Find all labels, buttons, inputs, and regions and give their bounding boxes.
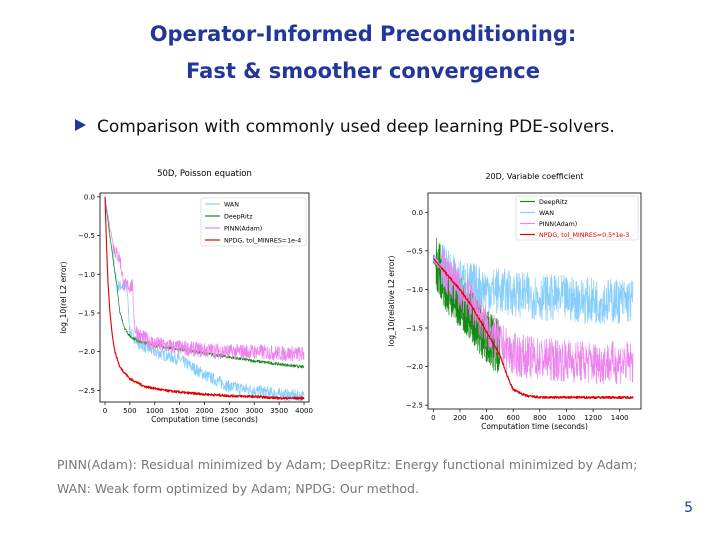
legend-label: NPDG, tol_MINRES=0.5*1e-3	[539, 232, 629, 239]
legend: DeepRitz WAN PINN(Adam) NPDG, tol_MINRES=0.…	[515, 195, 639, 241]
y-tick-label: −2.5	[78, 387, 95, 395]
chart-50d-poisson: 50D, Poisson equation 0 500 1000 1500 2000 250…	[59, 169, 313, 424]
series-line-npdg	[104, 196, 305, 400]
x-tick-label: 1200	[584, 414, 602, 422]
x-tick-label: 1000	[558, 414, 576, 422]
legend-box	[200, 197, 307, 247]
x-tick-label: 400	[480, 414, 493, 422]
plot-frame	[427, 192, 642, 410]
series-line-pinn	[433, 248, 634, 385]
y-tick-label: −0.5	[78, 232, 95, 240]
x-tick-label: 800	[533, 414, 546, 422]
chart-20d-variable-coefficient: 20D, Variable coefficient 0 200 400 600 800 10…	[387, 172, 642, 430]
bullet-item: Comparison with commonly used deep learn…	[75, 117, 615, 137]
y-tick-label: −1.5	[78, 309, 95, 317]
legend-label: PINN(Adam)	[539, 221, 577, 228]
y-axis-label: log_10(rel L2 error)	[59, 261, 68, 333]
legend-label: DeepRitz	[539, 199, 568, 206]
y-tick-label: −0.5	[406, 247, 423, 255]
x-tick-label: 4000	[295, 407, 313, 415]
legend-label: WAN	[224, 201, 239, 208]
triangle-bullet-icon	[75, 119, 86, 131]
x-tick-label: 1500	[171, 407, 189, 415]
y-tick-label: 0.0	[412, 209, 423, 217]
legend: WAN DeepRitz PINN(Adam) NPDG, tol_MINRES=1e…	[200, 197, 307, 247]
footnote-line1: PINN(Adam): Residual minimized by Adam; …	[57, 457, 638, 472]
x-tick-label: 2000	[196, 407, 214, 415]
slide-title-line2: Fast & smoother convergence	[186, 59, 540, 83]
bullet-text: Comparison with commonly used deep learn…	[97, 117, 615, 137]
x-tick-label: 0	[103, 407, 107, 415]
x-axis-label: Computation time (seconds)	[151, 415, 258, 424]
page-number: 5	[684, 500, 693, 516]
y-tick-label: −2.0	[78, 348, 95, 356]
x-tick-label: 1000	[146, 407, 164, 415]
y-tick-label: −1.5	[406, 325, 423, 333]
x-axis-label: Computation time (seconds)	[481, 422, 588, 430]
x-tick-label: 500	[123, 407, 136, 415]
footnote-line2: WAN: Weak form optimized by Adam; NPDG: …	[57, 481, 419, 496]
x-tick-label: 0	[431, 414, 435, 422]
series-line-npdg	[433, 258, 634, 400]
legend-box	[515, 195, 639, 241]
y-tick-label: −2.0	[406, 363, 423, 371]
y-axis-label: log_10(relative L2 error)	[387, 256, 396, 347]
slide-title-line1: Operator-Informed Preconditioning:	[149, 22, 577, 46]
legend-label: WAN	[539, 210, 554, 217]
legend-label: PINN(Adam)	[224, 225, 262, 232]
x-tick-label: 200	[453, 414, 466, 422]
x-tick-label: 3000	[245, 407, 263, 415]
y-tick-label: −1.0	[78, 271, 95, 279]
x-tick-label: 3500	[270, 407, 288, 415]
series-line-wan	[104, 197, 305, 403]
y-tick-label: 0.0	[84, 193, 95, 201]
legend-label: NPDG, tol_MINRES=1e-4	[224, 237, 301, 244]
series-group	[104, 196, 305, 403]
x-tick-label: 2500	[220, 407, 238, 415]
legend-label: DeepRitz	[224, 213, 253, 220]
chart-title: 50D, Poisson equation	[157, 169, 252, 179]
y-tick-label: −1.0	[406, 286, 423, 294]
series-group	[432, 237, 634, 400]
series-line-pinn	[104, 196, 305, 362]
x-tick-label: 1400	[611, 414, 629, 422]
y-tick-label: −2.5	[406, 402, 423, 410]
chart-title: 20D, Variable coefficient	[485, 172, 583, 181]
x-tick-label: 600	[507, 414, 520, 422]
